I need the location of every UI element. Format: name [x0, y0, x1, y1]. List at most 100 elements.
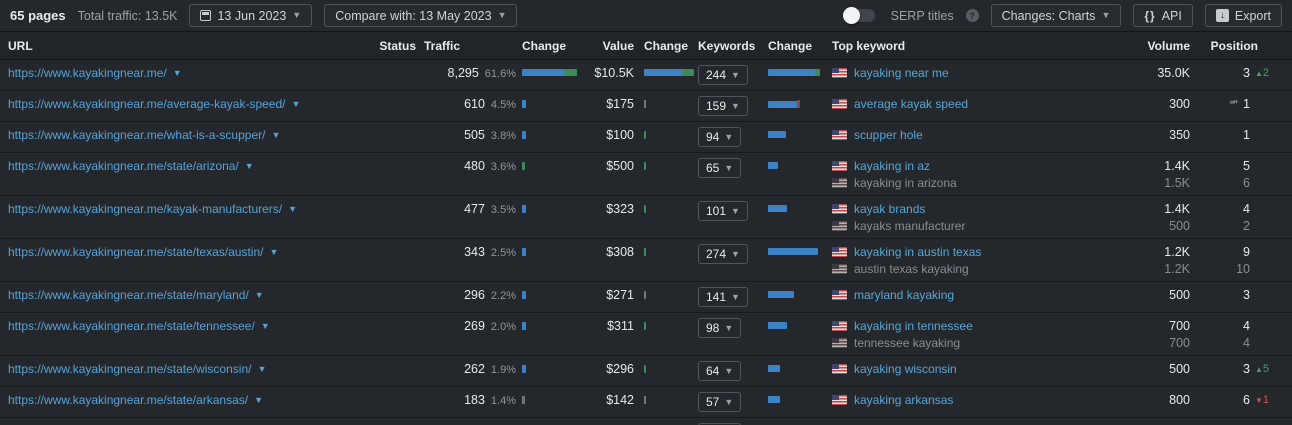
traffic-cell: 296 2.2% — [416, 288, 516, 302]
keywords-change-bar — [762, 245, 832, 255]
url-dropdown-caret[interactable]: ▼ — [271, 130, 281, 140]
url-link[interactable]: https://www.kayakingnear.me/state/maryla… — [8, 288, 249, 302]
keyword-link[interactable]: austin texas kayaking — [854, 262, 969, 276]
table-row: https://www.kayakingnear.me/state/maryla… — [0, 282, 1292, 313]
bar-segment-blue — [522, 248, 526, 256]
volume-value: 500 — [1169, 288, 1190, 302]
keywords-dropdown[interactable]: 94 ▼ — [698, 127, 742, 147]
us-flag-icon — [832, 161, 847, 171]
keyword-link[interactable]: kayaking in tennessee — [854, 319, 973, 333]
keyword-link[interactable]: average kayak speed — [854, 97, 969, 111]
url-link[interactable]: https://www.kayakingnear.me/what-is-a-sc… — [8, 128, 266, 142]
col-traffic-change: Change — [522, 39, 567, 53]
keyword-link[interactable]: kayaking in az — [854, 159, 931, 173]
api-button[interactable]: {} API — [1133, 4, 1193, 27]
keyword-link[interactable]: kayaking near me — [854, 66, 949, 80]
keywords-dropdown[interactable]: 159 ▼ — [698, 96, 748, 116]
keyword-line: kayaking in tennessee — [832, 319, 1128, 333]
keywords-cell: 57 ▼ — [698, 392, 762, 412]
keyword-link[interactable]: kayaking arkansas — [854, 393, 954, 407]
keywords-dropdown[interactable]: 57 ▼ — [698, 392, 742, 412]
us-flag-icon — [832, 290, 847, 300]
url-link[interactable]: https://www.kayakingnear.me/state/texas/… — [8, 245, 264, 259]
url-dropdown-caret[interactable]: ▼ — [244, 161, 254, 171]
url-link[interactable]: https://www.kayakingnear.me/average-kaya… — [8, 97, 286, 111]
url-link[interactable]: https://www.kayakingnear.me/state/tennes… — [8, 319, 255, 333]
url-dropdown-caret[interactable]: ▼ — [254, 395, 264, 405]
chevron-down-icon: ▼ — [731, 100, 740, 111]
serp-titles-toggle[interactable] — [842, 7, 875, 24]
keywords-cell: 94 ▼ — [698, 127, 762, 147]
table-row: https://www.kayakingnear.me/state/wiscon… — [0, 356, 1292, 387]
keyword-link[interactable]: kayaks manufacturer — [854, 219, 966, 233]
traffic-change-bar — [516, 245, 580, 256]
url-dropdown-caret[interactable]: ▼ — [257, 364, 267, 374]
value-cell: $175 — [606, 97, 634, 111]
url-dropdown-caret[interactable]: ▼ — [172, 68, 182, 78]
bar-segment-grey — [644, 396, 646, 404]
keywords-dropdown[interactable]: 98 ▼ — [698, 318, 742, 338]
url-dropdown-caret[interactable]: ▼ — [288, 204, 298, 214]
keyword-line: kayaking in arizona — [832, 176, 1128, 190]
table-header: URL Status Traffic Change Value Change K… — [0, 32, 1292, 60]
url-link[interactable]: https://www.kayakingnear.me/ — [8, 66, 167, 80]
bar-segment-blue — [768, 131, 786, 138]
traffic-value: 183 — [464, 393, 485, 407]
value-change-bar — [638, 128, 698, 139]
keywords-dropdown[interactable]: 244 ▼ — [698, 65, 748, 85]
bar-segment-green — [564, 69, 577, 76]
keywords-cell: 98 ▼ — [698, 318, 762, 338]
keywords-dropdown[interactable]: 141 ▼ — [698, 287, 748, 307]
keyword-link[interactable]: tennessee kayaking — [854, 336, 961, 350]
url-dropdown-caret[interactable]: ▼ — [254, 290, 264, 300]
keyword-link[interactable]: scupper hole — [854, 128, 923, 142]
bar-segment-blue — [644, 69, 682, 76]
keywords-cell: 21 ▼ — [698, 423, 762, 425]
keyword-link[interactable]: kayaking in arizona — [854, 176, 957, 190]
keywords-dropdown[interactable]: 21 ▼ — [698, 423, 742, 425]
url-link[interactable]: https://www.kayakingnear.me/kayak-manufa… — [8, 202, 283, 216]
keyword-link[interactable]: maryland kayaking — [854, 288, 955, 302]
traffic-cell: 269 2.0% — [416, 319, 516, 333]
keywords-count: 57 — [706, 395, 720, 409]
keyword-link[interactable]: kayak brands — [854, 202, 926, 216]
url-dropdown-caret[interactable]: ▼ — [260, 321, 270, 331]
compare-with-button[interactable]: Compare with: 13 May 2023 ▼ — [324, 4, 518, 27]
traffic-percent: 1.9% — [490, 364, 516, 376]
changes-charts-button[interactable]: Changes: Charts ▼ — [990, 4, 1122, 27]
traffic-value: 343 — [464, 245, 485, 259]
keyword-link[interactable]: kayaking wisconsin — [854, 362, 957, 376]
traffic-change-bar — [516, 288, 580, 299]
bar-segment-grey — [644, 100, 646, 108]
keywords-dropdown[interactable]: 101 ▼ — [698, 201, 748, 221]
url-dropdown-caret[interactable]: ▼ — [291, 99, 301, 109]
url-link[interactable]: https://www.kayakingnear.me/state/arkans… — [8, 393, 249, 407]
volume-value: 350 — [1169, 128, 1190, 142]
volume-value: 1.5K — [1164, 176, 1190, 190]
traffic-cell: 480 3.6% — [416, 159, 516, 173]
bar-segment-green — [644, 248, 646, 256]
help-icon[interactable]: ? — [965, 9, 979, 22]
keywords-dropdown[interactable]: 274 ▼ — [698, 244, 748, 264]
keyword-link[interactable]: kayaking in austin texas — [854, 245, 982, 259]
keyword-line: kayaking arkansas — [832, 393, 1128, 407]
bar-segment-blue — [768, 248, 818, 255]
url-dropdown-caret[interactable]: ▼ — [269, 247, 279, 257]
bar-segment-green — [682, 69, 694, 76]
position-cell: 3 ▲5 — [1196, 362, 1284, 376]
keywords-dropdown[interactable]: 64 ▼ — [698, 361, 742, 381]
bar-segment-red — [797, 100, 800, 108]
keywords-change-bar — [762, 362, 832, 372]
us-flag-icon — [832, 178, 847, 188]
url-link[interactable]: https://www.kayakingnear.me/state/arizon… — [8, 159, 239, 173]
url-link[interactable]: https://www.kayakingnear.me/state/wiscon… — [8, 362, 252, 376]
volume-value: 800 — [1169, 393, 1190, 407]
table-row: https://www.kayakingnear.me/ ▼ 8,295 61.… — [0, 60, 1292, 91]
date-picker-button[interactable]: 13 Jun 2023 ▼ — [189, 4, 313, 27]
table-row: https://www.kayakingnear.me/state/tennes… — [0, 313, 1292, 356]
keywords-change-bar — [762, 288, 832, 298]
value-change-bar — [638, 245, 698, 256]
bar-segment-blue — [768, 205, 787, 212]
keywords-dropdown[interactable]: 65 ▼ — [698, 158, 742, 178]
export-button[interactable]: ↓ Export — [1204, 4, 1282, 27]
